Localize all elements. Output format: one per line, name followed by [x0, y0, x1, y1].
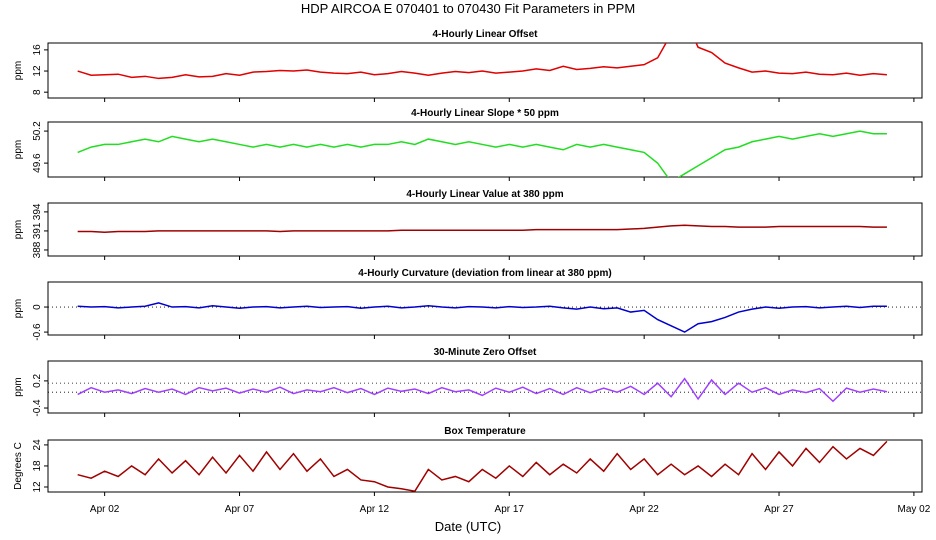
y-tick-label: 388: [32, 241, 43, 258]
series-line: [77, 224, 887, 233]
x-tick-label: May 02: [898, 504, 931, 515]
x-tick-label: Apr 07: [225, 504, 255, 515]
x-tick-label: Apr 27: [764, 504, 794, 515]
panel-frame: [47, 202, 923, 257]
y-tick-label: 12: [32, 65, 43, 77]
chart-title: HDP AIRCOA E 070401 to 070430 Fit Parame…: [301, 1, 635, 16]
panel-title: 4-Hourly Linear Value at 380 ppm: [406, 189, 563, 200]
y-tick-label: 0.2: [32, 374, 43, 388]
y-tick-label: 0: [32, 304, 43, 310]
panel-title: 4-Hourly Linear Offset: [432, 29, 538, 40]
y-tick-label: -0.4: [32, 399, 43, 417]
y-tick-label: 8: [32, 89, 43, 95]
series-line: [77, 130, 887, 177]
series-line: [77, 440, 888, 492]
y-tick-label: 18: [32, 460, 43, 472]
y-tick-label: 50.2: [32, 121, 43, 141]
panel-title: 30-Minute Zero Offset: [434, 347, 537, 358]
y-tick-label: 394: [32, 203, 43, 220]
y-axis-label: ppm: [13, 299, 24, 318]
y-axis-label: ppm: [13, 377, 24, 396]
x-tick-label: Apr 17: [495, 504, 525, 515]
panel-title: 4-Hourly Linear Slope * 50 ppm: [411, 108, 559, 119]
panel-title: 4-Hourly Curvature (deviation from linea…: [358, 268, 611, 279]
x-tick-label: Apr 12: [360, 504, 390, 515]
y-axis-label: Degrees C: [13, 442, 24, 490]
y-axis-label: ppm: [13, 61, 24, 80]
x-tick-label: Apr 22: [629, 504, 659, 515]
x-axis-label: Date (UTC): [435, 519, 501, 534]
panel-frame: [47, 121, 923, 178]
panel-title: Box Temperature: [444, 426, 526, 437]
y-axis-label: ppm: [13, 140, 24, 159]
panel-frame: [47, 42, 923, 99]
x-tick-label: Apr 02: [90, 504, 120, 515]
series-line: [77, 302, 887, 333]
series-line: [77, 43, 887, 80]
y-tick-label: 49.6: [32, 153, 43, 173]
panel-frame: [47, 360, 923, 414]
y-tick-label: 12: [32, 481, 43, 493]
series-line: [77, 377, 888, 403]
y-tick-label: 24: [32, 439, 43, 451]
panel-frame: [47, 281, 923, 336]
y-tick-label: -0.6: [32, 323, 43, 341]
y-axis-label: ppm: [13, 220, 24, 239]
y-tick-label: 16: [32, 44, 43, 56]
y-tick-label: 391: [32, 222, 43, 239]
